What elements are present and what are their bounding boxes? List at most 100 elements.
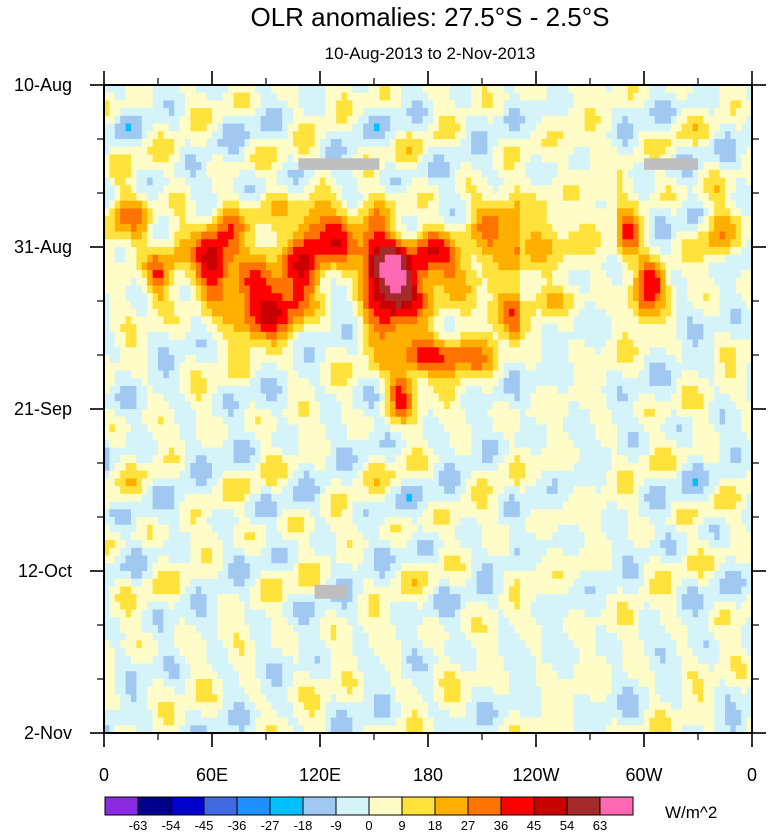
field-cell <box>676 324 683 333</box>
field-cell <box>174 393 181 402</box>
field-cell <box>314 362 321 372</box>
field-cell <box>179 200 186 210</box>
field-cell <box>374 285 380 294</box>
field-cell <box>487 85 494 94</box>
field-cell <box>136 169 143 179</box>
field-cell <box>201 123 208 132</box>
field-cell <box>465 370 472 379</box>
field-cell <box>233 393 240 402</box>
field-cell <box>212 193 218 202</box>
field-cell <box>563 362 569 372</box>
field-cell <box>465 301 472 310</box>
field-cell <box>163 355 170 364</box>
field-cell <box>698 139 704 148</box>
field-cell <box>573 115 580 125</box>
field-cell <box>746 200 752 210</box>
field-cell <box>455 154 461 163</box>
field-cell <box>579 92 586 102</box>
field-cell <box>692 216 699 225</box>
field-cell <box>206 347 213 356</box>
field-cell <box>600 347 607 356</box>
field-cell <box>476 324 483 333</box>
field-cell <box>395 247 402 256</box>
field-cell <box>746 223 752 233</box>
field-cell <box>719 347 726 356</box>
field-cell <box>131 185 137 194</box>
field-cell <box>487 324 494 333</box>
field-cell <box>120 169 127 179</box>
field-cell <box>552 85 559 94</box>
field-cell <box>546 355 553 364</box>
field-cell <box>260 239 267 248</box>
field-cell <box>498 385 505 395</box>
field-cell <box>368 254 375 264</box>
field-cell <box>195 262 202 271</box>
field-cell <box>546 193 553 202</box>
field-cell <box>633 393 640 402</box>
field-cell <box>660 293 667 302</box>
field-cell <box>114 139 121 148</box>
field-cell <box>131 247 137 256</box>
field-cell <box>174 247 181 256</box>
field-cell <box>492 146 499 156</box>
field-cell <box>633 285 640 294</box>
field-cell <box>411 146 418 156</box>
chart-subtitle: 10-Aug-2013 to 2-Nov-2013 <box>325 44 536 63</box>
field-cell <box>692 262 699 271</box>
field-cell <box>417 247 424 256</box>
field-cell <box>314 301 321 310</box>
field-cell <box>617 123 623 132</box>
field-cell <box>244 301 251 310</box>
field-cell <box>606 100 613 109</box>
field-cell <box>141 200 148 210</box>
field-cell <box>406 100 413 109</box>
field-cell <box>660 277 667 287</box>
field-cell <box>368 131 375 140</box>
field-cell <box>654 262 661 271</box>
field-cell <box>174 208 181 217</box>
field-cell <box>195 108 202 117</box>
field-cell <box>492 355 499 364</box>
field-cell <box>492 131 499 140</box>
field-cell <box>703 100 710 109</box>
field-cell <box>482 231 488 240</box>
field-cell <box>136 162 143 171</box>
field-cell <box>552 324 559 333</box>
field-cell <box>735 239 742 248</box>
field-cell <box>341 339 348 348</box>
field-cell <box>131 239 137 248</box>
field-cell <box>557 100 564 109</box>
field-cell <box>114 277 121 287</box>
field-cell <box>282 331 289 341</box>
field-cell <box>206 92 213 102</box>
field-cell <box>525 239 532 248</box>
field-cell <box>352 347 359 356</box>
field-cell <box>681 370 688 379</box>
field-cell <box>590 200 596 210</box>
field-cell <box>546 277 553 287</box>
field-cell <box>600 115 607 125</box>
field-cell <box>590 123 596 132</box>
field-cell <box>228 139 235 148</box>
field-cell <box>428 154 434 163</box>
field-cell <box>325 385 332 395</box>
field-cell <box>676 92 683 102</box>
field-cell <box>649 254 656 264</box>
field-cell <box>336 331 343 341</box>
field-cell <box>411 308 418 318</box>
field-cell <box>104 393 110 402</box>
field-cell <box>168 223 175 233</box>
field-cell <box>676 239 683 248</box>
field-cell <box>222 262 229 271</box>
field-cell <box>671 316 677 325</box>
field-cell <box>212 316 218 325</box>
field-cell <box>525 331 532 341</box>
field-cell <box>428 401 434 410</box>
field-cell <box>698 193 704 202</box>
field-cell <box>546 177 553 186</box>
field-cell <box>336 123 343 132</box>
field-cell <box>217 231 224 240</box>
field-cell <box>109 285 116 294</box>
field-cell <box>330 362 337 372</box>
field-cell <box>449 316 456 325</box>
